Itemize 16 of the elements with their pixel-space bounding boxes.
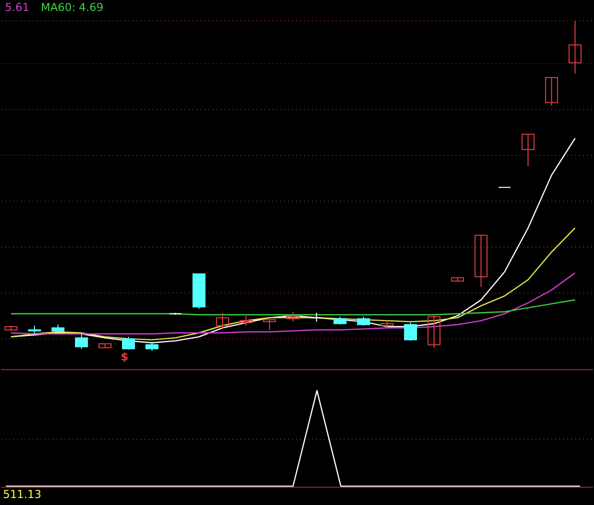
candlestick	[428, 315, 441, 348]
candlestick	[263, 319, 276, 330]
candlestick	[568, 20, 582, 74]
text: MA60: 4.69	[40, 0, 104, 14]
candlestick	[404, 322, 418, 342]
candlestick	[522, 134, 535, 167]
text: 511.13	[2, 488, 42, 502]
candlestick	[216, 312, 229, 330]
annotation: $	[120, 350, 128, 364]
candlestick	[545, 77, 558, 106]
text: 5.61	[4, 0, 30, 14]
candlestick	[240, 315, 252, 326]
candlestick	[74, 332, 88, 350]
candlestick	[474, 234, 488, 288]
candlestick	[122, 336, 135, 350]
candlestick	[286, 311, 300, 322]
